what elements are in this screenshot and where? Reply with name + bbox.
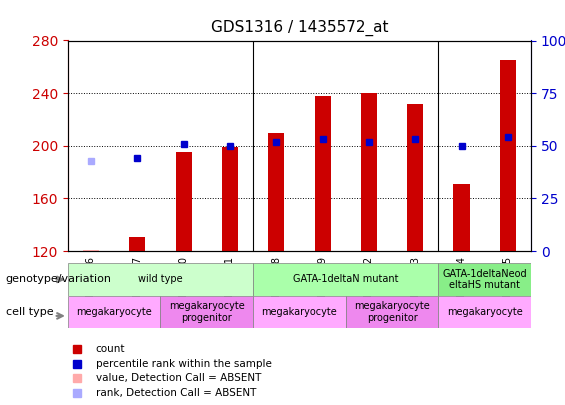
Bar bbox=[407, 104, 423, 251]
Bar bbox=[315, 96, 331, 251]
Text: count: count bbox=[95, 344, 125, 354]
Text: GATA-1deltaN mutant: GATA-1deltaN mutant bbox=[293, 275, 398, 284]
Bar bbox=[129, 237, 145, 251]
Title: GDS1316 / 1435572_at: GDS1316 / 1435572_at bbox=[211, 20, 388, 36]
FancyBboxPatch shape bbox=[68, 263, 253, 296]
FancyBboxPatch shape bbox=[160, 296, 253, 328]
Bar bbox=[268, 132, 284, 251]
FancyBboxPatch shape bbox=[253, 296, 346, 328]
Text: cell type: cell type bbox=[6, 307, 53, 317]
FancyBboxPatch shape bbox=[68, 296, 160, 328]
Text: wild type: wild type bbox=[138, 275, 182, 284]
Bar bbox=[454, 184, 470, 251]
Text: megakaryocyte: megakaryocyte bbox=[76, 307, 152, 317]
Bar bbox=[176, 152, 192, 251]
Text: genotype/variation: genotype/variation bbox=[6, 275, 112, 284]
Text: GATA-1deltaNeod
eltaHS mutant: GATA-1deltaNeod eltaHS mutant bbox=[442, 269, 527, 290]
Text: megakaryocyte
progenitor: megakaryocyte progenitor bbox=[169, 301, 245, 323]
FancyBboxPatch shape bbox=[438, 263, 531, 296]
Text: rank, Detection Call = ABSENT: rank, Detection Call = ABSENT bbox=[95, 388, 256, 398]
Bar bbox=[500, 60, 516, 251]
Text: percentile rank within the sample: percentile rank within the sample bbox=[95, 359, 271, 369]
Text: megakaryocyte: megakaryocyte bbox=[447, 307, 523, 317]
Text: megakaryocyte: megakaryocyte bbox=[262, 307, 337, 317]
Text: megakaryocyte
progenitor: megakaryocyte progenitor bbox=[354, 301, 430, 323]
FancyBboxPatch shape bbox=[438, 296, 531, 328]
FancyBboxPatch shape bbox=[346, 296, 438, 328]
Text: value, Detection Call = ABSENT: value, Detection Call = ABSENT bbox=[95, 373, 261, 383]
Bar bbox=[361, 93, 377, 251]
Bar bbox=[83, 250, 99, 251]
Bar bbox=[222, 147, 238, 251]
FancyBboxPatch shape bbox=[253, 263, 438, 296]
